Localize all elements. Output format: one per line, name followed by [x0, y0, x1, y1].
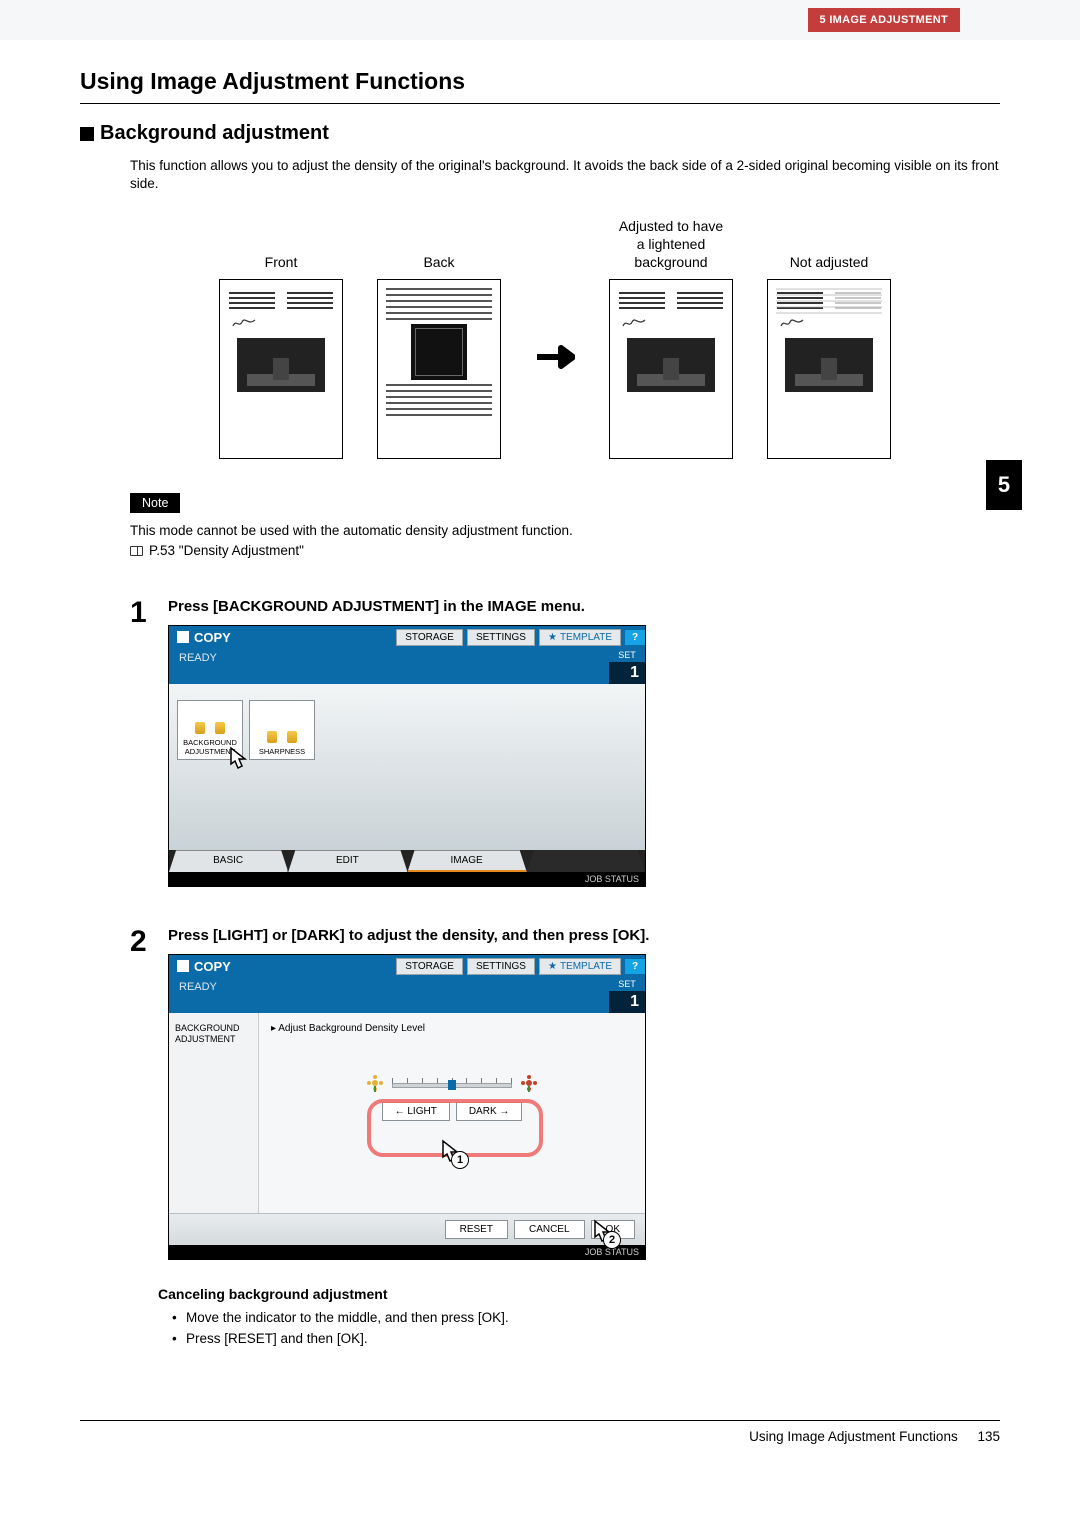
- copy-count: 1: [609, 991, 645, 1013]
- cursor-icon: [225, 746, 251, 776]
- photo-icon: [627, 338, 715, 392]
- panel-side-label: BACKGROUND ADJUSTMENT: [169, 1013, 259, 1213]
- arrow-right-icon: [535, 344, 575, 370]
- step-number: 1: [130, 598, 154, 887]
- copy-count: 1: [609, 662, 645, 684]
- page-number: 135: [977, 1429, 1000, 1444]
- thumb-not-adjusted: [767, 279, 891, 459]
- storage-button[interactable]: STORAGE: [396, 958, 463, 975]
- template-button[interactable]: ★TEMPLATE: [539, 629, 621, 646]
- flower-light-icon: [366, 1074, 384, 1092]
- density-handle[interactable]: [448, 1080, 456, 1090]
- help-button[interactable]: ?: [625, 630, 645, 645]
- copy-icon: [177, 960, 189, 972]
- example-thumbnails: Front Back Adjusted to have: [110, 215, 1000, 459]
- section-heading-text: Background adjustment: [100, 122, 329, 145]
- building-icon: [411, 324, 467, 380]
- tab-empty: [527, 850, 645, 872]
- note-label: Note: [130, 493, 180, 513]
- cross-reference-text: P.53 "Density Adjustment": [149, 543, 304, 558]
- step-2: 2 Press [LIGHT] or [DARK] to adjust the …: [130, 927, 1000, 1260]
- help-button[interactable]: ?: [625, 959, 645, 974]
- thumb-back: [377, 279, 501, 459]
- thumb-caption-notadjusted: Not adjusted: [790, 215, 869, 271]
- tab-edit[interactable]: EDIT: [288, 850, 407, 872]
- settings-button[interactable]: SETTINGS: [467, 958, 535, 975]
- step-title: Press [LIGHT] or [DARK] to adjust the de…: [168, 927, 1000, 944]
- thumb-front: [219, 279, 343, 459]
- job-status-button[interactable]: JOB STATUS: [169, 1245, 645, 1259]
- copy-icon: [177, 631, 189, 643]
- tab-image[interactable]: IMAGE: [408, 850, 527, 872]
- list-item: Move the indicator to the middle, and th…: [172, 1308, 1000, 1329]
- chapter-side-tab: 5: [986, 460, 1022, 510]
- density-scale: [271, 1074, 633, 1092]
- title-rule: [80, 103, 1000, 104]
- cancel-heading: Canceling background adjustment: [158, 1286, 1000, 1302]
- heading-bullet-icon: [80, 127, 94, 141]
- callout-badge-1: 1: [451, 1151, 469, 1169]
- callout-badge-2: 2: [603, 1231, 621, 1249]
- list-item: Press [RESET] and then [OK].: [172, 1329, 1000, 1350]
- footer-text: Using Image Adjustment Functions: [749, 1429, 958, 1444]
- book-icon: [130, 546, 143, 556]
- flower-dark-icon: [520, 1074, 538, 1092]
- thumb-caption-adjusted: Adjusted to have a lightened background: [619, 215, 723, 271]
- status-ready: READY: [169, 648, 609, 684]
- page-footer: Using Image Adjustment Functions 135: [80, 1420, 1000, 1444]
- step-number: 2: [130, 927, 154, 1260]
- thumb-caption-front: Front: [265, 215, 298, 271]
- section-heading: Background adjustment: [80, 122, 1000, 145]
- cancel-button[interactable]: CANCEL: [514, 1220, 585, 1239]
- status-ready: READY: [169, 977, 609, 1013]
- template-button[interactable]: ★TEMPLATE: [539, 958, 621, 975]
- reset-button[interactable]: RESET: [445, 1220, 508, 1239]
- cursor-icon: 1: [437, 1139, 463, 1169]
- page-top-bar: 5 IMAGE ADJUSTMENT: [0, 0, 1080, 40]
- option-sharpness[interactable]: SHARPNESS: [249, 700, 315, 760]
- signature-icon: [622, 317, 646, 329]
- cursor-icon: 2: [589, 1219, 615, 1249]
- ui-screenshot-2: COPY STORAGE SETTINGS ★TEMPLATE ? READY …: [168, 954, 646, 1260]
- job-status-button[interactable]: JOB STATUS: [169, 872, 645, 886]
- cancel-list: Move the indicator to the middle, and th…: [172, 1308, 1000, 1350]
- storage-button[interactable]: STORAGE: [396, 629, 463, 646]
- ui-screenshot-1: COPY STORAGE SETTINGS ★TEMPLATE ? READY …: [168, 625, 646, 887]
- photo-icon: [237, 338, 325, 392]
- step-1: 1 Press [BACKGROUND ADJUSTMENT] in the I…: [130, 598, 1000, 887]
- note-text: This mode cannot be used with the automa…: [130, 521, 1000, 541]
- cross-reference: P.53 "Density Adjustment": [130, 543, 1000, 558]
- step-title: Press [BACKGROUND ADJUSTMENT] in the IMA…: [168, 598, 1000, 615]
- set-label: SET: [609, 977, 645, 991]
- app-title: COPY: [169, 630, 239, 645]
- panel-subtitle: ▸ Adjust Background Density Level: [271, 1023, 633, 1034]
- settings-button[interactable]: SETTINGS: [467, 629, 535, 646]
- thumb-caption-back: Back: [423, 215, 454, 271]
- thumb-adjusted: [609, 279, 733, 459]
- set-label: SET: [609, 648, 645, 662]
- page-title: Using Image Adjustment Functions: [80, 68, 1000, 95]
- signature-icon: [232, 317, 256, 329]
- app-title: COPY: [169, 959, 239, 974]
- section-description: This function allows you to adjust the d…: [130, 157, 1000, 193]
- chapter-label: 5 IMAGE ADJUSTMENT: [808, 8, 960, 32]
- tab-basic[interactable]: BASIC: [169, 850, 288, 872]
